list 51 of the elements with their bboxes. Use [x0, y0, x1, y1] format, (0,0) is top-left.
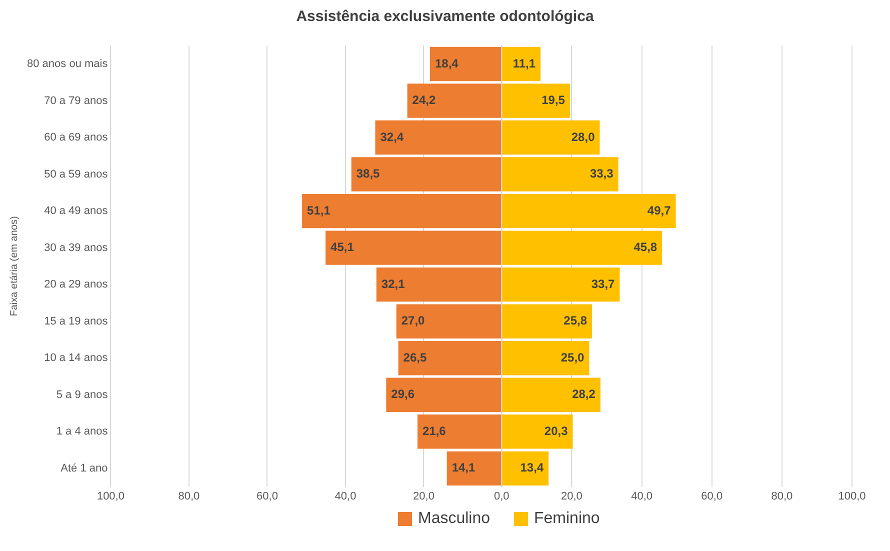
data-label: 32,1 [381, 276, 406, 291]
y-tick-label: 20 a 29 anos [44, 278, 108, 291]
legend-label: Masculino [418, 510, 490, 528]
y-axis-title: Faixa etária (em anos) [8, 216, 20, 316]
legend-label: Feminino [534, 510, 600, 528]
y-tick-label: 50 a 59 anos [44, 168, 108, 180]
x-tick-label: 20,0 [561, 490, 583, 502]
data-label: 13,4 [520, 460, 544, 475]
x-tick-label: 100,0 [96, 490, 124, 502]
data-label: 26,5 [403, 350, 427, 364]
data-label: 45,1 [330, 240, 354, 254]
x-tick-label: 20,0 [413, 490, 434, 502]
y-tick-label: 10 a 14 anos [44, 352, 108, 364]
chart-title: Assistência exclusivamente odontológica [295, 8, 595, 25]
data-label: 25,0 [561, 350, 585, 364]
data-label: 14,1 [452, 460, 476, 475]
data-label: 33,7 [592, 276, 616, 291]
data-label: 51,1 [307, 203, 331, 218]
data-label: 25,8 [564, 314, 588, 328]
x-tick-label: 40,0 [631, 490, 653, 502]
data-label: 21,6 [422, 424, 446, 438]
data-label: 45,8 [634, 240, 658, 254]
data-label: 28,2 [572, 387, 596, 402]
data-label: 24,2 [412, 93, 436, 108]
data-label: 28,0 [572, 130, 596, 144]
y-tick-label: 80 anos ou mais [27, 58, 108, 70]
data-label: 38,5 [356, 166, 380, 181]
y-tick-label: Até 1 ano [60, 462, 108, 474]
y-tick-label: 40 a 49 anos [44, 205, 108, 218]
x-tick-label: 80,0 [772, 490, 793, 502]
data-label: 29,6 [391, 387, 415, 402]
data-label: 11,1 [513, 56, 536, 70]
x-tick-label: 100,0 [838, 490, 866, 502]
y-tick-label: 5 a 9 anos [56, 388, 108, 401]
data-label: 27,0 [401, 314, 426, 328]
x-tick-label: 60,0 [701, 490, 723, 502]
y-tick-label: 15 a 19 anos [44, 315, 108, 328]
data-label: 49,7 [648, 203, 672, 218]
x-tick-label: 40,0 [334, 490, 356, 502]
data-label: 33,3 [590, 166, 614, 181]
data-label: 32,4 [380, 130, 404, 144]
y-tick-label: 1 a 4 anos [56, 426, 108, 438]
data-label: 18,4 [435, 56, 459, 70]
x-tick-label: 60,0 [256, 490, 278, 502]
x-tick-label: 0,0 [494, 490, 510, 502]
data-label: 20,3 [544, 424, 568, 438]
y-tick-label: 70 a 79 anos [44, 94, 108, 107]
y-tick-label: 60 a 69 anos [44, 132, 108, 144]
data-label: 19,5 [542, 93, 566, 108]
y-tick-label: 30 a 39 anos [44, 242, 108, 254]
x-tick-label: 80,0 [178, 490, 200, 502]
